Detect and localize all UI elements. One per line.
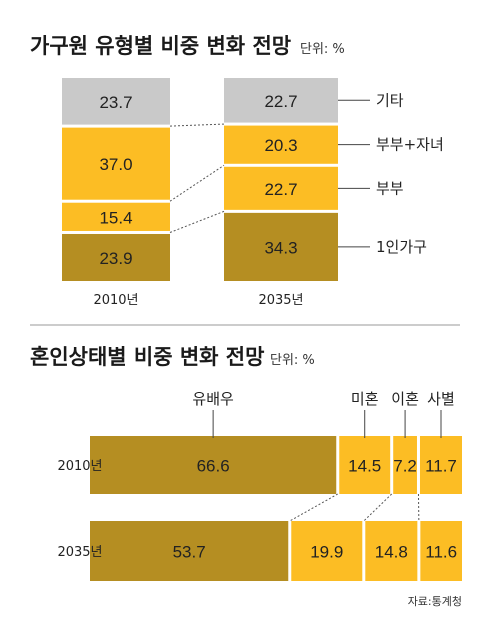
x-tick-label-2010년: 2010년 (93, 293, 138, 308)
value-label-2010년-1인가구: 23.9 (99, 249, 132, 268)
value-label-2035년-부부-자녀: 20.3 (264, 136, 297, 155)
x-tick-label-2035년: 2035년 (258, 293, 303, 308)
series-label-부부: 부부 (376, 179, 404, 197)
bar-2035년-기타 (224, 78, 338, 123)
value-label-2035년-유배우: 53.7 (173, 543, 206, 562)
source-note: 자료:통계청 (408, 595, 462, 608)
series-label-기타: 기타 (376, 91, 404, 109)
bar-2035년-부부 (224, 166, 338, 210)
bar-2035년-이혼 (365, 521, 418, 581)
series-label-유배우: 유배우 (192, 390, 234, 408)
series-label-부부-자녀: 부부+자녀 (376, 136, 444, 154)
value-label-2035년-이혼: 14.8 (375, 543, 408, 562)
value-label-2010년-유배우: 66.6 (197, 457, 230, 476)
value-label-2010년-미혼: 14.5 (348, 457, 381, 476)
value-label-2010년-부부-자녀: 37.0 (99, 155, 132, 174)
series-label-사별: 사별 (427, 390, 455, 408)
series-label-이혼: 이혼 (391, 390, 419, 408)
value-label-2035년-기타: 22.7 (264, 92, 297, 111)
value-label-2010년-기타: 23.7 (99, 93, 132, 112)
bar-2010년-유배우 (90, 436, 337, 494)
value-label-2010년-부부: 15.4 (99, 208, 132, 227)
value-label-2010년-이혼: 7.2 (393, 457, 417, 476)
value-label-2035년-부부: 22.7 (264, 180, 297, 199)
connector-line-row-2 (363, 493, 393, 522)
chart-2-title: 혼인상태별 비중 변화 전망 (30, 345, 264, 369)
bar-2035년-미혼 (291, 521, 363, 581)
bar-2010년-기타 (62, 78, 170, 125)
bar-2035년-1인가구 (224, 212, 338, 281)
series-label-미혼: 미혼 (351, 390, 379, 408)
bar-2035년-부부-자녀 (224, 125, 338, 164)
connector-line-2 (169, 164, 225, 202)
bar-2010년-이혼 (393, 436, 417, 494)
chart-1-title: 가구원 유형별 비중 변화 전망 (30, 34, 291, 58)
value-label-2035년-1인가구: 34.3 (264, 238, 297, 257)
bar-2010년-부부-자녀 (62, 127, 170, 200)
value-label-2035년-미혼: 19.9 (310, 543, 343, 562)
value-label-2035년-사별: 11.6 (425, 543, 457, 562)
bar-2010년-부부 (62, 202, 170, 231)
bar-2035년-유배우 (90, 521, 289, 581)
bar-2010년-미혼 (339, 436, 391, 494)
bar-2010년-1인가구 (62, 233, 170, 281)
connector-line-1 (169, 210, 225, 233)
connector-line-3 (169, 123, 225, 127)
series-label-1인가구: 1인가구 (376, 238, 427, 256)
chart-2-unit: 단위: % (270, 353, 315, 368)
y-tick-label-2010년: 2010년 (57, 459, 102, 474)
bar-2035년-사별 (420, 521, 462, 581)
connector-line-row-1 (289, 493, 338, 522)
bar-2010년-사별 (419, 436, 462, 494)
y-tick-label-2035년: 2035년 (57, 545, 102, 560)
value-label-2010년-사별: 11.7 (425, 457, 457, 476)
chart-1-unit: 단위: % (300, 42, 345, 57)
